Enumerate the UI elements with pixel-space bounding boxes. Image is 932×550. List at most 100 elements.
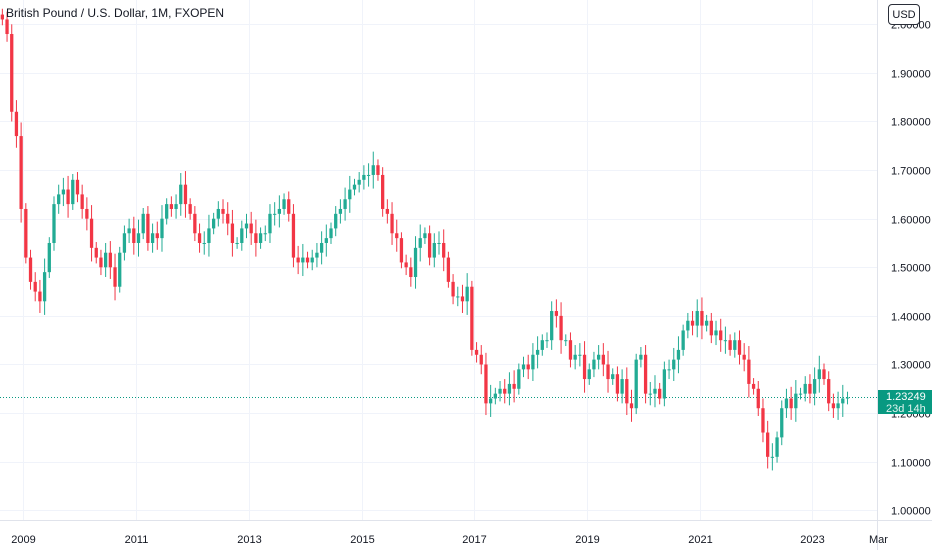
candle-body	[822, 369, 826, 380]
time-axis[interactable]: 2009 2011 2013 2015 2017 2019 2021 2023 Mar	[11, 534, 888, 546]
candle-body	[305, 257, 310, 263]
time-tick-label: 2009	[11, 534, 35, 546]
candle-body	[531, 354, 535, 370]
candle-body	[362, 174, 366, 180]
price-tick-label: 1.00000	[891, 506, 931, 518]
candle-body	[19, 136, 23, 209]
candle-body	[704, 320, 709, 326]
candle-body	[57, 194, 61, 205]
candle-body	[61, 189, 66, 195]
candle-body	[399, 238, 404, 263]
candle-body	[150, 233, 155, 243]
candle-body	[10, 34, 14, 112]
candle-body	[122, 233, 127, 253]
price-tick-label: 1.40000	[891, 312, 931, 324]
candle-body	[662, 369, 667, 399]
price-tick-label: 1.70000	[891, 166, 931, 178]
candle-body	[479, 354, 483, 365]
candle-body	[66, 189, 70, 205]
candle-body	[413, 247, 418, 278]
candle-body	[723, 340, 728, 342]
candle-body	[174, 204, 178, 209]
candle-body	[798, 393, 803, 395]
candle-body	[747, 359, 751, 384]
price-axis[interactable]: 2.000001.900001.800001.700001.600001.500…	[891, 20, 931, 518]
time-tick-label: 2013	[237, 534, 261, 546]
candle-body	[141, 213, 145, 234]
candle-body	[596, 354, 601, 360]
candle-body	[587, 369, 591, 380]
candle-body	[395, 233, 399, 239]
candle-body	[169, 204, 174, 209]
candle-body	[42, 272, 47, 302]
candle-body	[484, 364, 488, 404]
candle-body	[376, 165, 380, 175]
candle-body	[89, 218, 94, 248]
candle-body	[216, 208, 220, 219]
candle-body	[329, 228, 333, 239]
currency-button[interactable]: USD	[888, 4, 920, 25]
candle-body	[52, 204, 56, 243]
candle-body	[0, 14, 4, 20]
candle-body	[756, 388, 760, 409]
candle-body	[5, 19, 9, 35]
candle-body	[812, 379, 817, 394]
candle-body	[301, 257, 305, 263]
candle-body	[160, 218, 164, 239]
bar-countdown: 23d 14h	[886, 403, 926, 415]
candle-body	[737, 340, 742, 355]
candle-body	[85, 208, 89, 219]
candle-body	[606, 364, 610, 380]
candle-body	[794, 393, 798, 409]
candle-body	[258, 233, 263, 243]
grid-lines	[0, 0, 878, 520]
time-tick-label: 2011	[125, 534, 149, 546]
candle-body	[827, 379, 831, 404]
last-price-badge: 1.23249 23d 14h	[878, 390, 932, 415]
candle-body	[338, 208, 343, 214]
candle-body	[244, 223, 249, 229]
candle-body	[512, 383, 516, 389]
candle-body	[310, 257, 314, 263]
candle-body	[348, 189, 352, 200]
candle-body	[559, 315, 563, 341]
candle-body	[460, 296, 465, 302]
time-tick-label: 2015	[350, 534, 374, 546]
candle-body	[254, 233, 258, 243]
time-tick-label: 2017	[462, 534, 486, 546]
candle-body	[28, 257, 33, 282]
candle-body	[324, 238, 328, 243]
candle-body	[437, 242, 441, 244]
candle-body	[334, 213, 338, 229]
candle-body	[71, 179, 75, 205]
candle-body	[521, 364, 526, 370]
candle-body	[489, 398, 493, 404]
candle-body	[775, 437, 779, 457]
candle-body	[550, 311, 554, 341]
candle-body	[38, 291, 42, 302]
candle-body	[390, 213, 394, 234]
candle-body	[343, 199, 347, 209]
chart-title: British Pound / U.S. Dollar, 1M, FXOPEN	[6, 6, 225, 20]
candle-body	[432, 242, 436, 258]
candle-body	[714, 330, 718, 336]
candle-body	[108, 252, 112, 268]
candle-body	[319, 242, 324, 253]
candle-body	[155, 233, 159, 239]
candle-body	[625, 379, 629, 404]
candle-body	[442, 242, 446, 258]
candle-body	[789, 398, 793, 409]
time-tick-label: 2023	[800, 534, 824, 546]
candle-body	[451, 281, 455, 297]
candle-body	[573, 354, 577, 360]
candle-body	[803, 383, 807, 394]
price-tick-label: 1.60000	[891, 215, 931, 227]
candle-body	[643, 354, 648, 394]
candle-body	[578, 354, 582, 356]
candle-body	[540, 340, 544, 350]
candle-body	[601, 354, 605, 365]
candle-body	[277, 208, 282, 214]
candle-body	[371, 165, 375, 175]
candle-body	[686, 320, 690, 331]
candle-body	[287, 199, 291, 214]
